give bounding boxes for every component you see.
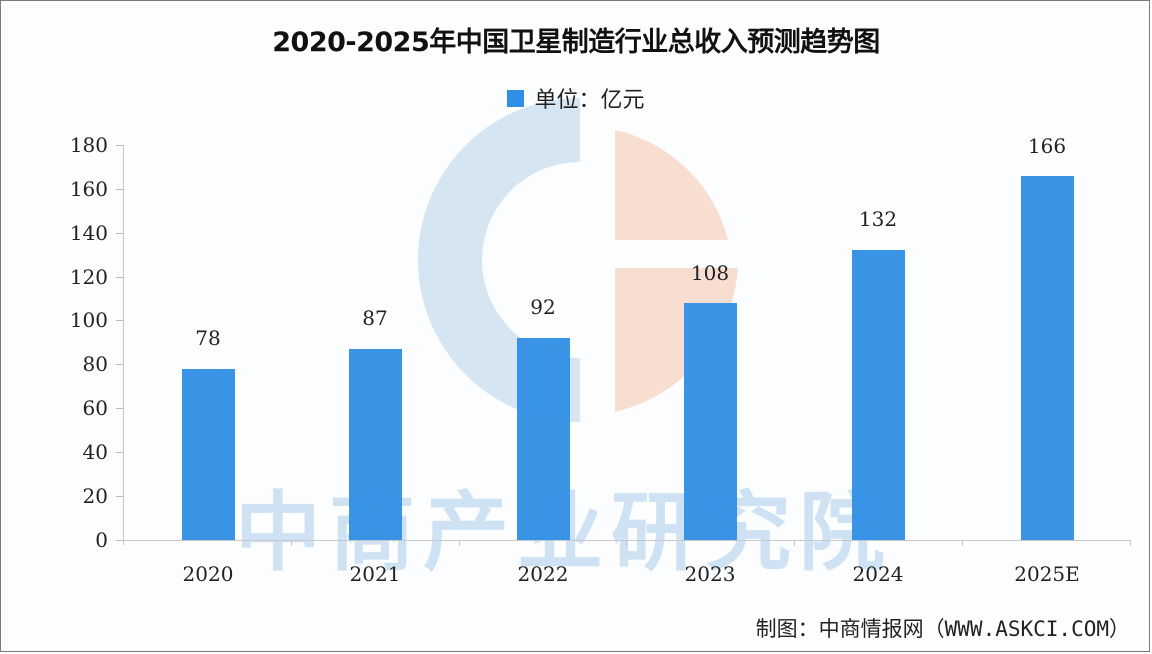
bar-value-label: 108 — [690, 261, 730, 285]
x-tick-mark — [626, 540, 627, 546]
bar-2024 — [852, 250, 905, 540]
bar-2020 — [182, 369, 235, 540]
y-tick-label: 160 — [69, 177, 108, 201]
bar-value-label: 92 — [530, 295, 556, 319]
y-tick-mark — [116, 364, 123, 365]
source-note: 制图：中商情报网（WWW.ASKCI.COM） — [755, 617, 1130, 641]
bar-value-label: 78 — [195, 326, 221, 350]
x-tick-label: 2021 — [349, 562, 401, 586]
x-axis-line — [123, 540, 1131, 541]
y-tick-mark — [116, 233, 123, 234]
y-tick-label: 0 — [95, 528, 108, 552]
bar-value-label: 166 — [1027, 134, 1067, 158]
y-tick-mark — [116, 496, 123, 497]
x-tick-mark — [1130, 540, 1131, 546]
x-tick-mark — [459, 540, 460, 546]
y-tick-label: 180 — [69, 133, 108, 157]
x-tick-label: 2020 — [182, 562, 234, 586]
y-tick-label: 20 — [82, 484, 108, 508]
legend-swatch-icon — [507, 89, 525, 107]
legend: 单位：亿元 — [0, 82, 1152, 114]
bar-2022 — [517, 338, 570, 540]
x-tick-mark — [794, 540, 795, 546]
chart-title: 2020-2025年中国卫星制造行业总收入预测趋势图 — [272, 27, 880, 58]
y-tick-mark — [116, 540, 123, 541]
x-tick-label: 2023 — [684, 562, 736, 586]
y-tick-label: 60 — [82, 396, 108, 420]
bar-2025e — [1021, 176, 1074, 540]
y-tick-label: 100 — [69, 308, 108, 332]
y-tick-mark — [116, 145, 123, 146]
x-tick-label: 2024 — [852, 562, 904, 586]
y-axis-line — [123, 145, 124, 545]
y-tick-mark — [116, 452, 123, 453]
y-tick-label: 120 — [69, 265, 108, 289]
y-tick-label: 40 — [82, 440, 108, 464]
y-tick-mark — [116, 320, 123, 321]
legend-label: 单位：亿元 — [534, 88, 645, 113]
bar-value-label: 132 — [858, 207, 898, 231]
y-tick-mark — [116, 189, 123, 190]
x-tick-mark — [291, 540, 292, 546]
x-tick-label: 2022 — [517, 562, 569, 586]
bar-2023 — [684, 303, 737, 540]
y-tick-mark — [116, 408, 123, 409]
x-tick-mark — [962, 540, 963, 546]
x-tick-label: 2025E — [1014, 562, 1080, 586]
bar-2021 — [349, 349, 402, 540]
y-tick-mark — [116, 277, 123, 278]
y-tick-label: 80 — [82, 352, 108, 376]
bar-value-label: 87 — [362, 306, 388, 330]
y-tick-label: 140 — [69, 221, 108, 245]
